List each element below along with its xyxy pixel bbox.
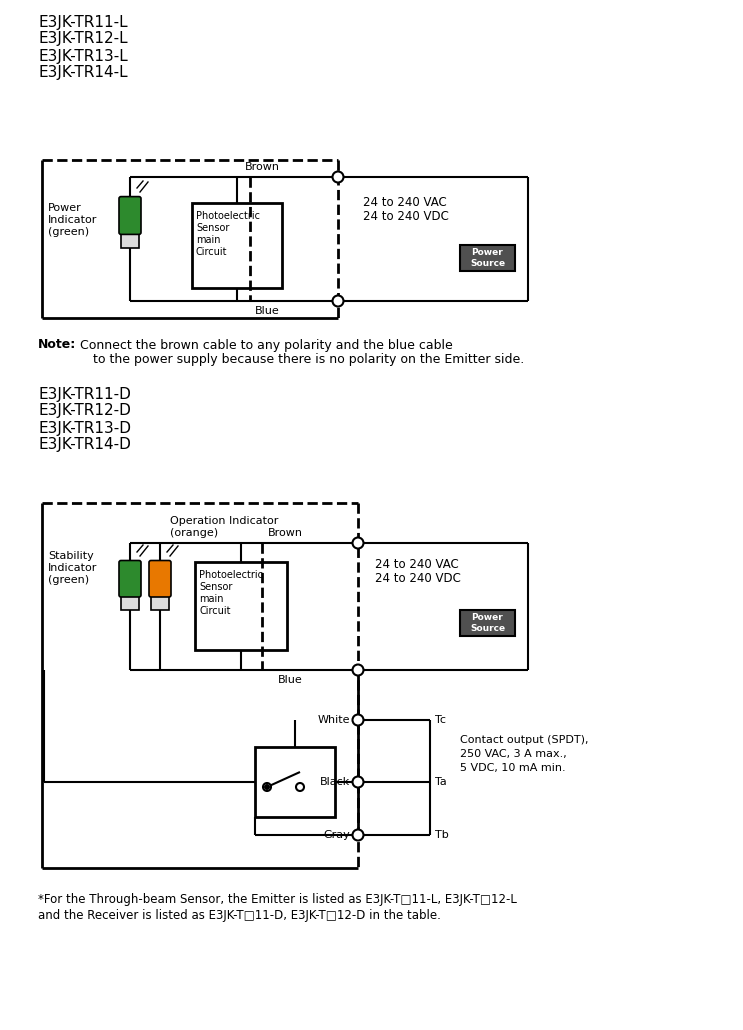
Circle shape bbox=[352, 715, 363, 725]
Text: 250 VAC, 3 A max.,: 250 VAC, 3 A max., bbox=[460, 749, 567, 759]
Text: E3JK-TR13-D: E3JK-TR13-D bbox=[38, 420, 131, 436]
Text: to the power supply because there is no polarity on the Emitter side.: to the power supply because there is no … bbox=[93, 352, 525, 366]
Bar bbox=[121, 233, 139, 248]
Circle shape bbox=[263, 783, 271, 791]
Text: Operation Indicator: Operation Indicator bbox=[170, 516, 279, 526]
Text: E3JK-TR11-D: E3JK-TR11-D bbox=[38, 386, 131, 402]
Text: 24 to 240 VAC: 24 to 240 VAC bbox=[363, 197, 447, 209]
Bar bbox=[151, 595, 169, 610]
Text: E3JK-TR11-L: E3JK-TR11-L bbox=[38, 14, 128, 30]
Circle shape bbox=[352, 829, 363, 840]
Text: Blue: Blue bbox=[278, 675, 303, 685]
Text: E3JK-TR12-L: E3JK-TR12-L bbox=[38, 32, 128, 46]
Text: Indicator: Indicator bbox=[48, 563, 97, 573]
Text: Connect the brown cable to any polarity and the blue cable: Connect the brown cable to any polarity … bbox=[80, 339, 452, 351]
Text: Tc: Tc bbox=[435, 715, 446, 725]
Text: and the Receiver is listed as E3JK-T□11-D, E3JK-T□12-D in the table.: and the Receiver is listed as E3JK-T□11-… bbox=[38, 908, 441, 922]
Bar bbox=[121, 595, 139, 610]
Text: Ta: Ta bbox=[435, 777, 447, 787]
Text: *For the Through-beam Sensor, the Emitter is listed as E3JK-T□11-L, E3JK-T□12-L: *For the Through-beam Sensor, the Emitte… bbox=[38, 893, 517, 906]
FancyBboxPatch shape bbox=[149, 560, 171, 597]
Text: Note:: Note: bbox=[38, 339, 77, 351]
Text: Gray: Gray bbox=[323, 830, 350, 840]
Text: (green): (green) bbox=[48, 227, 89, 237]
Text: Tb: Tb bbox=[435, 830, 449, 840]
Text: 5 VDC, 10 mA min.: 5 VDC, 10 mA min. bbox=[460, 763, 565, 772]
Bar bbox=[255, 747, 335, 817]
Text: E3JK-TR12-D: E3JK-TR12-D bbox=[38, 404, 131, 418]
Text: Power
Source: Power Source bbox=[470, 613, 505, 632]
Text: Brown: Brown bbox=[268, 528, 303, 538]
Text: Stability: Stability bbox=[48, 551, 94, 561]
Text: Sensor: Sensor bbox=[196, 224, 230, 233]
Text: Power: Power bbox=[48, 203, 82, 213]
Text: Power
Source: Power Source bbox=[470, 248, 505, 268]
Text: Photoelectric: Photoelectric bbox=[199, 570, 263, 580]
Text: Blue: Blue bbox=[256, 306, 280, 316]
Bar bbox=[192, 203, 282, 288]
Text: Contact output (SPDT),: Contact output (SPDT), bbox=[460, 735, 588, 745]
Text: 24 to 240 VDC: 24 to 240 VDC bbox=[363, 210, 449, 224]
Text: main: main bbox=[196, 235, 221, 245]
Circle shape bbox=[352, 538, 363, 549]
Text: Circuit: Circuit bbox=[199, 606, 230, 616]
Text: 24 to 240 VAC: 24 to 240 VAC bbox=[375, 558, 458, 572]
Bar bbox=[195, 562, 287, 650]
Circle shape bbox=[333, 296, 343, 307]
Text: White: White bbox=[317, 715, 350, 725]
Circle shape bbox=[352, 664, 363, 676]
Text: E3JK-TR13-L: E3JK-TR13-L bbox=[38, 48, 128, 64]
Circle shape bbox=[264, 784, 270, 790]
Circle shape bbox=[333, 172, 343, 182]
Circle shape bbox=[352, 777, 363, 788]
Text: main: main bbox=[199, 594, 224, 604]
Text: E3JK-TR14-L: E3JK-TR14-L bbox=[38, 66, 128, 80]
Text: (green): (green) bbox=[48, 575, 89, 585]
Text: (orange): (orange) bbox=[170, 528, 218, 538]
Bar bbox=[460, 610, 515, 636]
FancyBboxPatch shape bbox=[119, 560, 141, 597]
Text: Indicator: Indicator bbox=[48, 215, 97, 225]
Text: E3JK-TR14-D: E3JK-TR14-D bbox=[38, 438, 131, 452]
Text: Photoelectric: Photoelectric bbox=[196, 211, 260, 221]
Text: Sensor: Sensor bbox=[199, 582, 233, 592]
Bar bbox=[460, 245, 515, 271]
Circle shape bbox=[296, 783, 304, 791]
Text: 24 to 240 VDC: 24 to 240 VDC bbox=[375, 573, 461, 585]
Text: Brown: Brown bbox=[245, 162, 280, 172]
FancyBboxPatch shape bbox=[119, 197, 141, 235]
Text: Black: Black bbox=[319, 777, 350, 787]
Text: Circuit: Circuit bbox=[196, 247, 227, 258]
